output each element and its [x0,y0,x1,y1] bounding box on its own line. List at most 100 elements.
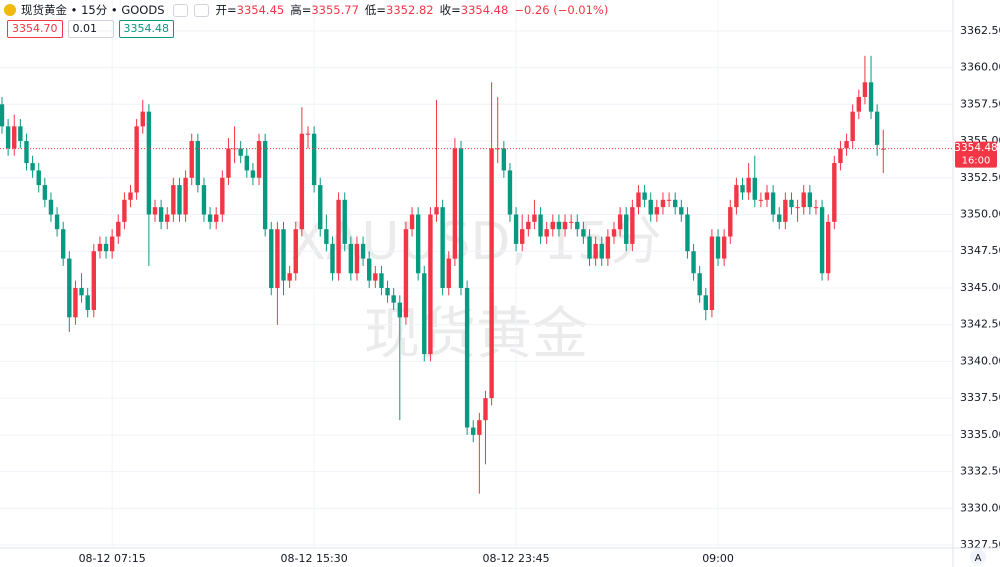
candle-body [709,236,715,310]
candle-body [642,192,647,200]
settings-toggle[interactable] [193,3,209,17]
candle-body [777,214,782,222]
candle-body [801,192,806,208]
candle-body [795,207,800,209]
candle-body [789,199,794,208]
low-value: 3352.82 [386,3,434,17]
candle-body [220,177,225,215]
candle-body [48,199,54,215]
candle-body [422,273,427,355]
candle-body [122,199,127,222]
candle-body [562,221,568,230]
candle-body [532,214,537,222]
candle-body [318,185,323,230]
candle-body [97,243,103,252]
last-price-tag [955,141,997,168]
x-tick-label: 09:00 [702,552,734,565]
candle-body [673,199,678,208]
candle-body [446,258,451,288]
candle-body [207,214,213,222]
candle-body [740,185,745,193]
candle-body [783,199,788,222]
candle-body [605,236,611,259]
candle-body [862,82,868,97]
countdown: 16:00 [962,156,991,167]
candle-body [477,420,482,435]
candle-body [587,236,592,259]
candle-body [538,214,543,237]
candle-body [471,427,476,435]
candle-body [0,104,5,127]
candle-body [385,287,390,296]
candle-body [354,243,360,274]
candle-body [293,229,298,274]
buy-price[interactable]: 3354.48 [118,20,174,38]
high-value: 3355.77 [311,3,359,17]
candle-body [244,155,249,171]
candle-body [24,141,29,164]
open-label: 开= [215,3,237,17]
spread: 0.01 [67,20,114,38]
candle-body [513,214,519,244]
candle-body [575,221,580,230]
legend-header: 现货黄金 • 15分 • GOODS 开= 3354.45 高= 3355.77 低… [4,2,614,18]
candle-body [544,229,549,237]
candle-body [67,258,72,318]
y-tick-label: 3327.50 [960,538,1000,551]
candle-body [715,236,721,259]
candle-body [550,221,555,230]
candle-body [403,229,409,318]
candle-body [758,199,764,201]
candle-body [226,148,231,178]
candle-body [703,295,708,310]
candle-body [832,163,837,222]
candle-body [238,148,243,156]
visibility-toggle[interactable] [172,3,188,17]
candle-body [660,199,666,208]
candle-body [91,251,96,310]
candle-body [189,141,194,178]
candle-body [734,185,739,208]
candle-body [275,229,280,288]
candle-body [819,207,825,274]
change: −0.26 (−0.01%) [514,3,609,17]
candle-body [483,398,488,421]
candle-body [697,273,702,296]
candle-body [12,126,17,149]
candle-body [458,148,464,288]
candle-body [856,96,861,112]
candle-body [599,243,604,259]
y-tick-label: 3347.50 [960,244,1000,257]
candle-body [850,111,855,142]
sell-price[interactable]: 3354.70 [7,20,63,38]
candle-body [648,199,653,215]
candle-body [654,207,660,215]
candle-body [770,192,776,215]
candle-body [330,243,335,274]
candle-body [428,214,433,355]
candle-body [691,251,696,274]
y-tick-label: 3352.50 [960,171,1000,184]
y-tick-label: 3335.00 [960,428,1000,441]
candle-body [171,185,176,215]
y-tick-label: 3357.50 [960,97,1000,110]
candle-body [5,126,11,149]
candle-body [348,243,354,274]
candle-body [617,214,623,230]
candle-body [746,177,751,193]
y-tick-label: 3345.00 [960,281,1000,294]
candle-body [434,207,439,215]
candle-body [18,126,23,142]
y-tick-label: 3342.50 [960,318,1000,331]
candle-body [311,133,317,186]
candle-body [874,111,880,145]
auto-scale-button[interactable] [970,549,986,565]
close-label: 收= [439,3,461,17]
candle-body [630,207,635,244]
candle-body [287,273,292,281]
last-price-label: 3354.48 [954,142,997,154]
candle-body [367,258,372,281]
close-value: 3354.48 [460,3,509,17]
candle-body [140,111,145,127]
